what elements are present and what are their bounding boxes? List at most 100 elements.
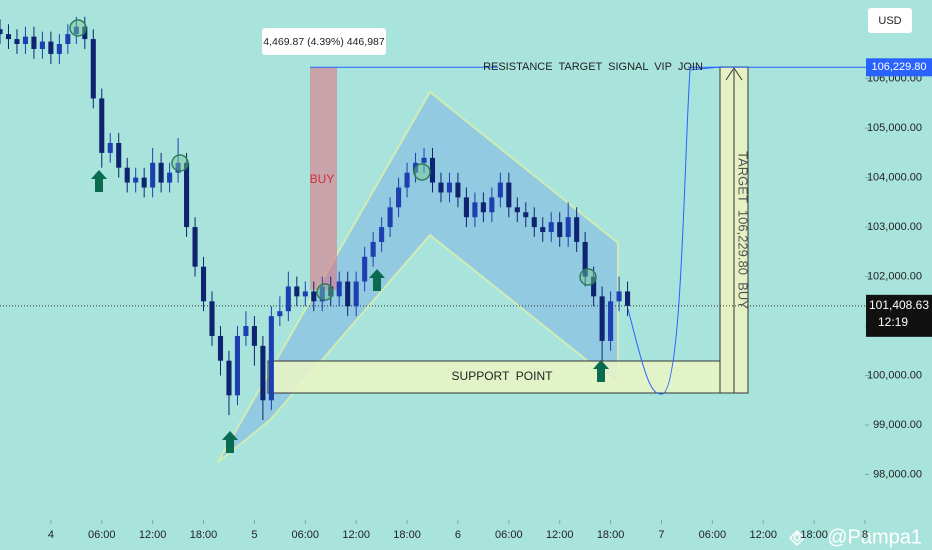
candle-body bbox=[463, 197, 469, 218]
candle-body bbox=[167, 172, 173, 183]
x-tick-label: 06:00 bbox=[495, 529, 523, 541]
last-price-label: 101,408.63 bbox=[869, 298, 929, 312]
last-price-box bbox=[866, 294, 932, 337]
up-arrow bbox=[593, 360, 609, 382]
candle-body bbox=[362, 256, 368, 282]
candle-body bbox=[107, 142, 113, 153]
candle-body bbox=[438, 182, 444, 193]
candle-body bbox=[141, 177, 147, 188]
up-arrow bbox=[369, 269, 385, 291]
watermark: @Pampa1 bbox=[827, 526, 922, 548]
candle-body bbox=[336, 281, 342, 297]
candle-body bbox=[582, 241, 588, 277]
candle-body bbox=[455, 182, 461, 198]
candle-body bbox=[116, 142, 122, 168]
countdown-label: 12:19 bbox=[878, 315, 908, 329]
candle-body bbox=[243, 326, 249, 336]
x-tick-label: 5 bbox=[251, 529, 257, 541]
drawings-front: BUY SUPPORT POINT TARGET 106,229.80 BUY … bbox=[48, 8, 932, 548]
candle-body bbox=[217, 335, 224, 361]
candle-body bbox=[379, 227, 385, 242]
x-tick-label: 06:00 bbox=[699, 529, 727, 541]
candle-body bbox=[345, 281, 351, 307]
circle-marker bbox=[69, 19, 87, 37]
candle-body bbox=[39, 41, 45, 49]
x-tick-label: 8 bbox=[862, 529, 868, 541]
candle-body bbox=[31, 36, 37, 49]
buy-label: BUY bbox=[310, 172, 335, 186]
x-tick-label: 6 bbox=[455, 529, 461, 541]
candle-body bbox=[421, 157, 427, 163]
candle-body bbox=[523, 212, 529, 218]
candle-body bbox=[184, 162, 190, 228]
x-tick-label: 18:00 bbox=[393, 529, 421, 541]
candle-body bbox=[591, 276, 597, 297]
candle-body bbox=[158, 162, 164, 183]
x-tick-label: 12:00 bbox=[139, 529, 167, 541]
candle-body bbox=[540, 227, 546, 233]
candle-body bbox=[200, 266, 207, 302]
candle-body bbox=[150, 162, 156, 188]
candle-body bbox=[514, 207, 520, 213]
currency-label[interactable]: USD bbox=[878, 15, 901, 27]
candle-body bbox=[175, 162, 181, 173]
resistance-text: RESISTANCE TARGET SIGNAL VIP JOIN bbox=[483, 61, 703, 73]
up-arrow bbox=[222, 431, 238, 453]
candle-body bbox=[396, 187, 402, 208]
candle-body bbox=[124, 167, 130, 183]
candle-body bbox=[565, 217, 571, 237]
y-tick-label: 105,000.00 bbox=[867, 122, 922, 134]
candle-body bbox=[472, 202, 478, 218]
candle-body bbox=[548, 222, 554, 233]
candle-body bbox=[209, 301, 215, 336]
candle-body bbox=[489, 197, 495, 213]
candles bbox=[0, 16, 631, 421]
candle-body bbox=[625, 291, 631, 306]
candle-body bbox=[65, 34, 71, 45]
candle-body bbox=[370, 241, 376, 257]
candle-body bbox=[260, 345, 266, 401]
watermark-icon bbox=[788, 529, 806, 547]
currency-box[interactable] bbox=[868, 8, 912, 33]
candle-body bbox=[531, 217, 537, 228]
candle-body bbox=[599, 296, 605, 341]
y-tick-label: 104,000.00 bbox=[867, 172, 922, 184]
candle-body bbox=[234, 335, 240, 396]
candle-body bbox=[251, 326, 257, 346]
candle-body bbox=[285, 286, 291, 312]
candle-body bbox=[73, 26, 79, 35]
measure-label: 4,469.87 (4.39%) 446,987 bbox=[263, 36, 385, 48]
candle-body bbox=[319, 286, 325, 302]
support-zone bbox=[267, 360, 721, 394]
x-tick-label: 18:00 bbox=[190, 529, 218, 541]
x-tick-label: 12:00 bbox=[749, 529, 777, 541]
candle-body bbox=[404, 172, 410, 188]
candle-body bbox=[480, 202, 486, 213]
candle-body bbox=[192, 227, 198, 267]
candle-body bbox=[294, 286, 300, 297]
measure-box bbox=[262, 28, 386, 55]
x-tick-label: 7 bbox=[658, 529, 664, 541]
x-tick-label: 06:00 bbox=[292, 529, 320, 541]
y-tick-label: 99,000.00 bbox=[873, 419, 922, 431]
candle-body bbox=[429, 157, 436, 183]
candle-body bbox=[387, 207, 393, 228]
candle-body bbox=[506, 182, 512, 208]
candle-body bbox=[0, 29, 3, 35]
candle-body bbox=[133, 177, 139, 183]
candle-body bbox=[497, 182, 503, 198]
target-label: TARGET 106,229.80 BUY bbox=[736, 151, 751, 309]
resistance-price-label: 106,229.80 bbox=[871, 61, 926, 73]
y-tick-label: 100,000.00 bbox=[867, 369, 922, 381]
x-tick-label: 4 bbox=[48, 529, 54, 541]
candle-body bbox=[277, 311, 283, 317]
candle-body bbox=[99, 98, 105, 153]
candle-body bbox=[48, 41, 54, 54]
candle-body bbox=[268, 316, 274, 401]
candle-body bbox=[328, 286, 334, 297]
candle-body bbox=[302, 291, 308, 297]
drawings-back bbox=[0, 66, 869, 524]
projection-path bbox=[627, 66, 721, 395]
